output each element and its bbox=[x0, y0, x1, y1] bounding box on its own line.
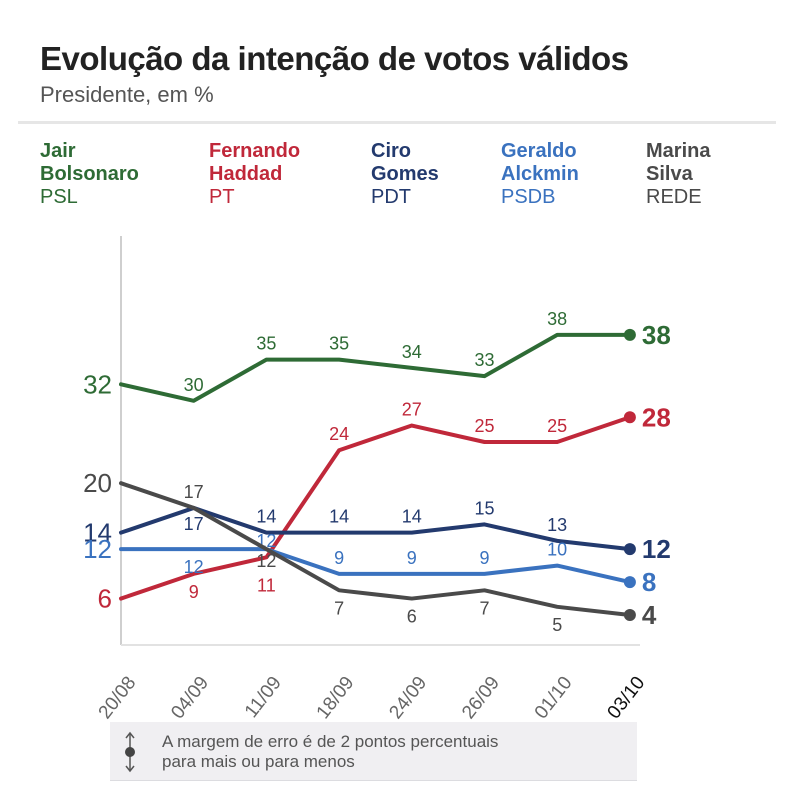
legend-name-first: Jair bbox=[40, 140, 76, 162]
data-label: 5 bbox=[552, 615, 562, 635]
legend-item-marina: Marina Silva REDE bbox=[646, 140, 710, 209]
end-value-label: 28 bbox=[642, 402, 671, 432]
header-divider bbox=[18, 121, 776, 124]
legend-party: REDE bbox=[646, 186, 702, 208]
data-label: 14 bbox=[402, 507, 422, 527]
x-tick-label: 18/09 bbox=[313, 673, 359, 720]
chart-subtitle: Presidente, em % bbox=[40, 82, 214, 107]
series-line bbox=[119, 415, 632, 601]
data-label: 6 bbox=[407, 607, 417, 627]
start-value-label: 14 bbox=[83, 518, 112, 548]
chart-title: Evolução da intenção de votos válidos bbox=[40, 40, 629, 77]
data-label: 24 bbox=[329, 424, 349, 444]
data-label: 35 bbox=[329, 334, 349, 354]
series-line bbox=[119, 332, 632, 403]
legend-name-first: Geraldo bbox=[501, 140, 577, 162]
data-label: 25 bbox=[547, 416, 567, 436]
x-tick-label: 04/09 bbox=[167, 673, 213, 720]
data-label: 35 bbox=[256, 334, 276, 354]
legend-party: PDT bbox=[371, 186, 411, 208]
end-point-marker bbox=[623, 576, 636, 589]
legend-name-last: Haddad bbox=[209, 163, 283, 185]
end-value-label: 12 bbox=[642, 534, 671, 564]
end-point-marker bbox=[623, 411, 636, 424]
legend-name-last: Bolsonaro bbox=[40, 163, 139, 185]
data-label: 10 bbox=[547, 540, 567, 560]
margin-of-error-note: A margem de erro é de 2 pontos percentua… bbox=[110, 722, 637, 781]
start-value-label: 20 bbox=[83, 468, 112, 498]
legend-party: PSL bbox=[40, 186, 78, 208]
data-label: 9 bbox=[407, 548, 417, 568]
data-label: 9 bbox=[334, 548, 344, 568]
note-text: A margem de erro é de 2 pontos percentua… bbox=[162, 732, 498, 772]
data-label: 11 bbox=[257, 575, 276, 595]
x-tick-label: 24/09 bbox=[385, 673, 431, 720]
data-label: 34 bbox=[402, 342, 422, 362]
legend-item-alckmin: Geraldo Alckmin PSDB bbox=[501, 140, 579, 209]
legend-item-haddad: Fernando Haddad PT bbox=[209, 140, 300, 209]
data-label: 9 bbox=[189, 582, 199, 602]
line-chart: 20/08 04/09 11/09 18/09 24/09 26/09 01/10 03/10… bbox=[83, 236, 671, 720]
series-line bbox=[119, 481, 632, 618]
legend-item-bolsonaro: Jair Bolsonaro PSL bbox=[40, 140, 139, 209]
legend-name-first: Marina bbox=[646, 140, 711, 162]
data-label: 33 bbox=[474, 350, 494, 370]
data-label: 14 bbox=[256, 507, 276, 527]
start-value-label: 6 bbox=[98, 584, 112, 614]
data-label: 7 bbox=[479, 598, 489, 618]
legend-name-first: Ciro bbox=[371, 140, 411, 162]
data-label: 25 bbox=[474, 416, 494, 436]
x-tick-label: 01/10 bbox=[531, 673, 577, 720]
end-value-label: 8 bbox=[642, 567, 656, 597]
x-tick-label: 11/09 bbox=[241, 673, 286, 720]
series-line bbox=[119, 505, 632, 552]
legend-party: PT bbox=[209, 186, 235, 208]
data-label: 13 bbox=[547, 515, 567, 535]
data-label: 9 bbox=[479, 548, 489, 568]
legend-name-first: Fernando bbox=[209, 140, 301, 162]
x-tick-label: 20/08 bbox=[95, 673, 141, 720]
data-label: 30 bbox=[184, 375, 204, 395]
data-label: 7 bbox=[334, 598, 344, 618]
note-line-2: para mais ou para menos bbox=[162, 752, 355, 771]
up-down-arrow-dot-icon bbox=[125, 731, 135, 773]
legend-name-last: Gomes bbox=[371, 163, 439, 185]
x-tick-label: 26/09 bbox=[458, 673, 504, 720]
data-label: 17 bbox=[184, 482, 204, 502]
end-point-marker bbox=[623, 328, 636, 341]
series-line bbox=[119, 547, 632, 585]
end-point-marker bbox=[623, 609, 636, 622]
data-label: 12 bbox=[256, 551, 276, 571]
data-label: 12 bbox=[184, 557, 204, 577]
end-value-label: 4 bbox=[642, 600, 657, 630]
data-label: 27 bbox=[402, 400, 422, 420]
note-line-1: A margem de erro é de 2 pontos percentua… bbox=[162, 732, 499, 751]
data-label: 38 bbox=[547, 309, 567, 329]
legend-name-last: Silva bbox=[646, 163, 693, 185]
data-label: 15 bbox=[474, 498, 494, 518]
end-point-marker bbox=[623, 543, 636, 556]
end-value-label: 38 bbox=[642, 320, 671, 350]
legend-party: PSDB bbox=[501, 186, 556, 208]
legend-name-last: Alckmin bbox=[501, 163, 579, 185]
legend-item-ciro: Ciro Gomes PDT bbox=[371, 140, 439, 209]
data-label: 14 bbox=[329, 507, 349, 527]
start-value-label: 32 bbox=[83, 369, 112, 399]
data-label: 17 bbox=[184, 514, 204, 534]
start-value-label: 12 bbox=[83, 534, 112, 564]
x-tick-label: 03/10 bbox=[603, 673, 649, 720]
